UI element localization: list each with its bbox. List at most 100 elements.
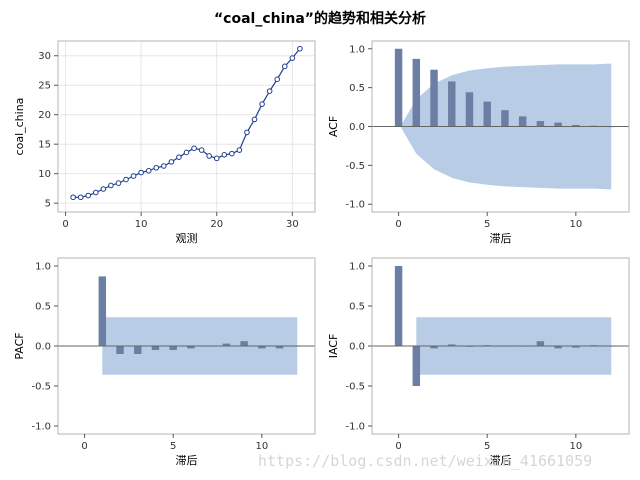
acf-panel: 0 5 10 -1.0 -0.5 0.0 0.5 1.0 滞后 ACF <box>327 40 630 245</box>
y-tick-label: 15 <box>38 140 51 151</box>
data-point <box>198 147 205 153</box>
bar-lag-1 <box>98 276 107 346</box>
x-axis-label: 观测 <box>176 232 198 245</box>
data-point <box>161 163 167 169</box>
bar-lag-11 <box>275 346 284 349</box>
bar-lag-3 <box>134 346 142 354</box>
x-tick-label: 0 <box>395 441 401 452</box>
y-tick-label: 0.5 <box>349 302 365 313</box>
y-tick-label: 0.0 <box>349 122 365 133</box>
y-tick-label: 20 <box>38 110 51 121</box>
data-point <box>130 173 137 179</box>
data-point <box>289 55 296 61</box>
bar-lag-6 <box>187 346 195 349</box>
data-point <box>297 45 303 52</box>
x-tick-label: 10 <box>569 441 582 452</box>
data-point <box>176 154 182 160</box>
x-tick-label: 20 <box>210 219 223 230</box>
data-point <box>92 189 99 196</box>
y-tick-label: 0.5 <box>349 83 365 94</box>
y-tick-label: 0.5 <box>35 302 51 313</box>
data-point <box>229 150 235 157</box>
plot-frame <box>57 40 316 213</box>
y-axis-label: coal_china <box>13 98 26 156</box>
y-tick-label: -1.0 <box>345 200 365 211</box>
y-axis-label: PACF <box>13 332 26 359</box>
data-point <box>100 186 107 192</box>
data-point <box>274 76 281 83</box>
data-point <box>70 194 76 201</box>
bar-lag-10 <box>258 346 266 349</box>
y-tick-label: 30 <box>38 51 51 62</box>
bar-lag-5 <box>483 101 491 127</box>
x-tick-label: 10 <box>255 441 268 452</box>
bar-lag-9 <box>240 341 248 346</box>
y-tick-label: -1.0 <box>345 422 365 433</box>
data-point <box>206 153 212 159</box>
bar-lag-1 <box>412 58 421 127</box>
bar-lag-3 <box>448 81 456 127</box>
bar-lag-2 <box>430 346 438 349</box>
y-tick-label: -1.0 <box>31 422 51 433</box>
bar-lag-0 <box>394 266 403 346</box>
data-point <box>213 155 220 162</box>
bar-lag-8 <box>536 341 545 346</box>
data-point <box>221 152 228 158</box>
y-tick-label: 1.0 <box>35 262 51 273</box>
x-tick-label: 5 <box>484 441 490 452</box>
data-point <box>138 169 144 176</box>
data-point <box>259 101 265 107</box>
bar-lag-7 <box>518 116 527 127</box>
y-tick-label: 1.0 <box>349 44 365 55</box>
bar-lag-2 <box>430 69 438 127</box>
bar-lag-4 <box>465 92 474 127</box>
data-point <box>236 147 243 153</box>
x-tick-label: 5 <box>170 441 176 452</box>
bar-lag-5 <box>169 346 177 350</box>
data-point <box>115 180 122 186</box>
iacf-panel: 0 5 10 -1.0 -0.5 0.0 0.5 1.0 滞后 IACF <box>327 257 630 467</box>
x-tick-label: 0 <box>81 441 87 452</box>
bar-lag-4 <box>151 346 160 350</box>
data-point <box>168 159 175 165</box>
data-point <box>191 145 197 152</box>
data-point <box>153 164 160 171</box>
y-tick-label: -0.5 <box>345 382 365 393</box>
bar-lag-3 <box>448 344 456 346</box>
y-axis-label: ACF <box>327 116 340 137</box>
bar-lag-10 <box>572 346 580 348</box>
bar-lag-8 <box>536 121 545 127</box>
bar-lag-9 <box>554 346 562 349</box>
x-axis-label: 滞后 <box>176 454 198 467</box>
bar-lag-1 <box>412 346 421 386</box>
x-tick-label: 0 <box>395 219 401 230</box>
y-tick-label: 1.0 <box>349 262 365 273</box>
watermark: https://blog.csdn.net/weixin_41661059 <box>258 452 592 470</box>
y-tick-label: 0.0 <box>349 342 365 353</box>
x-tick-label: 10 <box>135 219 148 230</box>
data-point <box>183 149 190 156</box>
data-point <box>281 63 288 70</box>
bar-lag-0 <box>394 48 403 127</box>
trend-panel: 0 10 20 30 5 10 15 20 25 30 观测 coal_china <box>13 40 316 245</box>
pacf-panel: 0 5 10 -1.0 -0.5 0.0 0.5 1.0 滞后 PACF <box>13 257 316 467</box>
x-tick-label: 10 <box>569 219 582 230</box>
data-point <box>266 88 273 94</box>
x-axis-label: 滞后 <box>490 454 512 467</box>
data-point <box>244 129 250 136</box>
x-tick-label: 5 <box>484 219 490 230</box>
bar-lag-6 <box>501 110 509 127</box>
y-tick-label: 25 <box>38 81 51 92</box>
series-line <box>73 48 301 198</box>
y-tick-label: 10 <box>38 169 51 180</box>
x-tick-label: 0 <box>62 219 68 230</box>
data-point <box>145 167 152 174</box>
data-point <box>85 192 92 199</box>
bar-lag-2 <box>116 346 124 354</box>
y-axis-label: IACF <box>327 334 340 359</box>
data-point <box>251 116 258 123</box>
y-tick-label: 0.0 <box>35 342 51 353</box>
figure-title: “coal_china”的趋势和相关分析 <box>214 10 426 27</box>
data-point <box>77 194 84 201</box>
data-point <box>123 176 129 183</box>
